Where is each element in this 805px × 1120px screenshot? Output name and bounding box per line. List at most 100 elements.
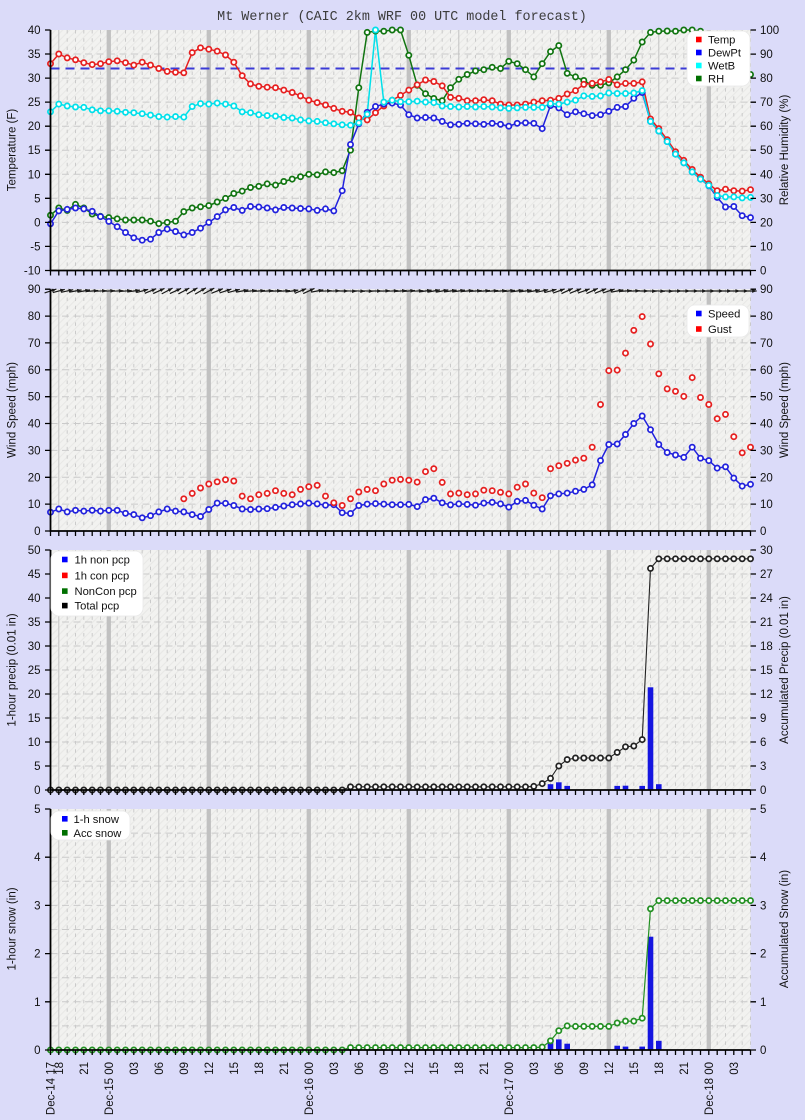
svg-text:20: 20 bbox=[28, 472, 41, 484]
svg-text:50: 50 bbox=[28, 545, 41, 557]
svg-text:3: 3 bbox=[760, 761, 766, 773]
svg-text:50: 50 bbox=[28, 392, 41, 404]
svg-text:1-hour snow (in): 1-hour snow (in) bbox=[7, 887, 19, 970]
svg-text:70: 70 bbox=[760, 338, 773, 350]
svg-text:0: 0 bbox=[34, 526, 40, 538]
svg-text:6: 6 bbox=[760, 737, 766, 749]
svg-text:0: 0 bbox=[34, 1045, 40, 1057]
svg-text:25: 25 bbox=[28, 97, 41, 109]
svg-text:12: 12 bbox=[404, 1062, 416, 1075]
svg-text:3: 3 bbox=[34, 900, 40, 912]
svg-text:Wind Speed (mph): Wind Speed (mph) bbox=[7, 362, 19, 458]
svg-text:80: 80 bbox=[760, 311, 773, 323]
svg-text:21: 21 bbox=[679, 1062, 691, 1075]
svg-text:60: 60 bbox=[760, 121, 773, 133]
svg-text:21: 21 bbox=[760, 617, 773, 629]
svg-text:100: 100 bbox=[760, 25, 779, 37]
svg-text:18: 18 bbox=[254, 1062, 266, 1075]
svg-text:0: 0 bbox=[760, 785, 766, 797]
svg-text:09: 09 bbox=[379, 1062, 391, 1075]
svg-text:4: 4 bbox=[34, 852, 41, 864]
svg-text:10: 10 bbox=[760, 241, 773, 253]
svg-text:40: 40 bbox=[28, 25, 41, 37]
svg-text:15: 15 bbox=[629, 1062, 641, 1075]
svg-text:30: 30 bbox=[760, 445, 773, 457]
svg-text:-10: -10 bbox=[24, 266, 41, 278]
svg-text:Mt Werner (CAIC 2km WRF 00 UTC: Mt Werner (CAIC 2km WRF 00 UTC model for… bbox=[217, 10, 587, 25]
svg-text:Dec-16 00: Dec-16 00 bbox=[304, 1062, 316, 1115]
svg-text:20: 20 bbox=[760, 217, 773, 229]
svg-text:30: 30 bbox=[28, 73, 41, 85]
svg-text:90: 90 bbox=[760, 49, 773, 61]
svg-text:-5: -5 bbox=[30, 241, 40, 253]
svg-text:09: 09 bbox=[179, 1062, 191, 1075]
svg-text:10: 10 bbox=[28, 737, 41, 749]
svg-text:NonCon pcp: NonCon pcp bbox=[75, 586, 137, 598]
svg-text:90: 90 bbox=[28, 284, 41, 296]
svg-text:06: 06 bbox=[354, 1062, 366, 1075]
svg-text:60: 60 bbox=[760, 365, 773, 377]
svg-text:35: 35 bbox=[28, 49, 41, 61]
svg-text:Temp: Temp bbox=[708, 35, 735, 47]
svg-text:40: 40 bbox=[760, 419, 773, 431]
svg-text:30: 30 bbox=[28, 641, 41, 653]
svg-text:5: 5 bbox=[34, 761, 40, 773]
svg-text:80: 80 bbox=[28, 311, 41, 323]
svg-text:Dec-18 00: Dec-18 00 bbox=[704, 1062, 716, 1115]
svg-text:10: 10 bbox=[28, 169, 41, 181]
svg-text:18: 18 bbox=[654, 1062, 666, 1075]
svg-text:12: 12 bbox=[204, 1062, 216, 1075]
svg-text:03: 03 bbox=[729, 1062, 741, 1075]
svg-text:1: 1 bbox=[34, 997, 40, 1009]
svg-text:15: 15 bbox=[28, 145, 41, 157]
svg-text:70: 70 bbox=[760, 97, 773, 109]
svg-text:40: 40 bbox=[28, 419, 41, 431]
svg-text:DewPt: DewPt bbox=[708, 48, 742, 60]
svg-text:30: 30 bbox=[28, 445, 41, 457]
svg-text:18: 18 bbox=[454, 1062, 466, 1075]
svg-text:0: 0 bbox=[760, 1045, 766, 1057]
svg-text:25: 25 bbox=[28, 665, 41, 677]
svg-text:10: 10 bbox=[760, 499, 773, 511]
svg-text:Speed: Speed bbox=[708, 309, 740, 321]
svg-text:50: 50 bbox=[760, 145, 773, 157]
svg-text:1-h snow: 1-h snow bbox=[74, 814, 120, 826]
svg-text:RH: RH bbox=[708, 74, 724, 86]
svg-text:Dec-14 17: Dec-14 17 bbox=[46, 1062, 58, 1115]
svg-text:1h con pcp: 1h con pcp bbox=[75, 570, 130, 582]
svg-text:90: 90 bbox=[760, 284, 773, 296]
svg-text:5: 5 bbox=[34, 193, 40, 205]
svg-text:1-hour precip (0.01 in): 1-hour precip (0.01 in) bbox=[7, 613, 19, 726]
svg-text:15: 15 bbox=[429, 1062, 441, 1075]
svg-text:5: 5 bbox=[34, 804, 40, 816]
svg-text:70: 70 bbox=[28, 338, 41, 350]
svg-text:Gust: Gust bbox=[708, 324, 733, 336]
svg-text:30: 30 bbox=[760, 193, 773, 205]
svg-text:06: 06 bbox=[554, 1062, 566, 1075]
svg-text:20: 20 bbox=[760, 472, 773, 484]
svg-text:0: 0 bbox=[760, 266, 766, 278]
svg-text:21: 21 bbox=[479, 1062, 491, 1075]
svg-text:40: 40 bbox=[28, 593, 41, 605]
svg-text:15: 15 bbox=[28, 713, 41, 725]
svg-text:09: 09 bbox=[579, 1062, 591, 1075]
svg-text:Accumulated Precip (0.01 in): Accumulated Precip (0.01 in) bbox=[779, 596, 791, 744]
svg-text:0: 0 bbox=[760, 526, 766, 538]
svg-text:40: 40 bbox=[760, 169, 773, 181]
svg-text:3: 3 bbox=[760, 900, 766, 912]
svg-text:80: 80 bbox=[760, 73, 773, 85]
svg-text:4: 4 bbox=[760, 852, 767, 864]
svg-text:03: 03 bbox=[329, 1062, 341, 1075]
svg-text:Acc snow: Acc snow bbox=[74, 828, 123, 840]
svg-text:Accumulated Snow (in): Accumulated Snow (in) bbox=[779, 870, 791, 988]
svg-text:20: 20 bbox=[28, 689, 41, 701]
svg-text:18: 18 bbox=[54, 1062, 66, 1075]
svg-text:27: 27 bbox=[760, 569, 773, 581]
svg-text:12: 12 bbox=[604, 1062, 616, 1075]
svg-text:0: 0 bbox=[34, 217, 40, 229]
svg-text:45: 45 bbox=[28, 569, 41, 581]
svg-text:Dec-17 00: Dec-17 00 bbox=[504, 1062, 516, 1115]
svg-text:Relative Humidity (%): Relative Humidity (%) bbox=[779, 95, 791, 206]
svg-text:30: 30 bbox=[760, 545, 773, 557]
svg-text:20: 20 bbox=[28, 121, 41, 133]
